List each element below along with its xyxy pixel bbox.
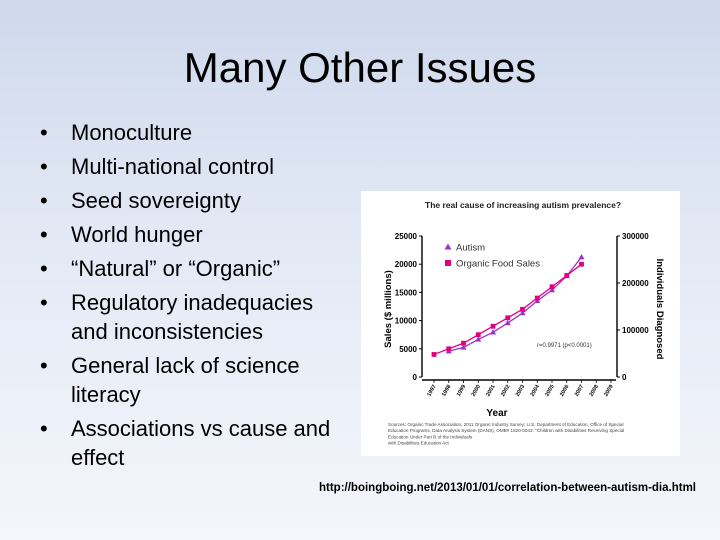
- legend-organic-icon: [445, 260, 451, 266]
- x-tick-label: 2004: [530, 383, 542, 397]
- bullet-text: Multi-national control: [71, 154, 274, 179]
- autism-point: [490, 329, 496, 335]
- bullet-dot-icon: •: [40, 188, 48, 213]
- y2-axis-title: Individuals Diagnosed: [654, 259, 665, 360]
- bullet-dot-icon: •: [40, 353, 48, 378]
- correlation-annotation: r=0.9971 (p<0.0001): [537, 343, 592, 349]
- bullet-item: • Monoculture: [40, 118, 350, 147]
- series-line: [448, 256, 583, 352]
- organic-sales-point: [549, 284, 555, 290]
- autism-point: [504, 319, 511, 326]
- source-note-line: Education Under Part B of the Individual…: [388, 434, 473, 439]
- autism-point: [460, 344, 467, 350]
- bullet-dot-icon: •: [40, 290, 48, 315]
- organic-sales-point: [446, 346, 452, 352]
- bullet-text: Regulatory inadequacies and inconsistenc…: [71, 290, 314, 344]
- bullet-item: • Multi-national control: [40, 152, 350, 181]
- chart-image: The real cause of increasing autism prev…: [361, 191, 680, 456]
- bullet-text: Monoculture: [71, 120, 193, 145]
- right-tick-label: 100000: [622, 326, 649, 335]
- x-tick-label: 2007: [574, 384, 585, 398]
- x-tick-label: 2002: [500, 384, 511, 398]
- source-note-line: Sources: Organic Trade Association, 2011…: [388, 422, 624, 427]
- bullet-dot-icon: •: [40, 416, 48, 441]
- left-tick-label: 0: [413, 373, 418, 382]
- organic-sales-point: [431, 352, 437, 357]
- bullet-text: Seed sovereignty: [71, 188, 241, 213]
- right-tick-label: 300000: [622, 232, 649, 241]
- x-tick-label: 2009: [603, 384, 614, 398]
- legend-label: Autism: [456, 243, 485, 254]
- source-note-line: Education Programs, Data Analysis System…: [388, 428, 624, 433]
- x-tick-label: 2006: [559, 384, 570, 398]
- organic-sales-point: [534, 295, 540, 301]
- organic-sales-point: [520, 306, 525, 312]
- autism-point: [578, 253, 585, 260]
- left-tick-label: 15000: [395, 288, 418, 297]
- source-url: http://boingboing.net/2013/01/01/correla…: [319, 482, 696, 494]
- right-tick-label: 200000: [622, 279, 649, 288]
- organic-sales-point: [564, 273, 570, 278]
- legend-autism-icon: [444, 243, 452, 250]
- bullet-list: • Monoculture • Multi-national control • Seed…: [40, 118, 350, 477]
- x-tick-label: 1997: [426, 384, 437, 398]
- left-tick-label: 5000: [399, 345, 417, 354]
- organic-sales-point: [490, 323, 496, 329]
- x-tick-label: 1999: [456, 384, 467, 398]
- x-tick-label: 2005: [544, 384, 555, 398]
- autism-point: [475, 336, 482, 342]
- bullet-item: • Regulatory inadequacies and inconsisten…: [40, 288, 350, 346]
- bullet-text: “Natural” or “Organic”: [71, 256, 281, 281]
- bullet-item: • “Natural” or “Organic”: [40, 254, 350, 283]
- x-tick-label: 1998: [441, 384, 452, 398]
- bullet-text: General lack of science literacy: [71, 353, 300, 407]
- bullet-item: • World hunger: [40, 220, 350, 249]
- chart-title: The real cause of increasing autism prev…: [425, 200, 621, 210]
- organic-sales-point: [505, 315, 511, 321]
- slide-title: Many Other Issues: [183, 44, 537, 91]
- organic-sales-point: [461, 340, 466, 346]
- x-tick-label: 2001: [485, 384, 496, 398]
- left-tick-label: 25000: [395, 232, 418, 241]
- x-tick-label: 2003: [515, 384, 526, 398]
- organic-sales-point: [579, 261, 584, 267]
- bullet-dot-icon: •: [40, 154, 48, 179]
- autism-point: [519, 309, 526, 316]
- x-tick-label: 2008: [589, 384, 600, 398]
- y-axis-title: Sales ($ millions): [383, 270, 394, 348]
- bullet-item: • Associations vs cause and effect: [40, 414, 350, 472]
- series-line: [433, 263, 582, 356]
- autism-organic-chart: The real cause of increasing autism prev…: [383, 200, 665, 446]
- x-axis-title: Year: [486, 408, 507, 419]
- left-tick-label: 10000: [395, 317, 418, 326]
- bullet-dot-icon: •: [40, 222, 48, 247]
- autism-point: [549, 286, 555, 293]
- bullet-dot-icon: •: [40, 120, 48, 145]
- organic-sales-point: [475, 332, 481, 338]
- bullet-text: Associations vs cause and effect: [71, 416, 331, 470]
- bullet-text: World hunger: [71, 222, 203, 247]
- left-tick-label: 20000: [395, 260, 418, 269]
- bullet-dot-icon: •: [40, 256, 48, 281]
- x-tick-label: 2000: [471, 384, 482, 398]
- bullet-item: • General lack of science literacy: [40, 351, 350, 409]
- source-note-line: with Disabilities Education Act: [388, 441, 449, 446]
- bullet-item: • Seed sovereignty: [40, 186, 350, 215]
- legend-label: Organic Food Sales: [456, 259, 540, 270]
- right-tick-label: 0: [622, 373, 627, 382]
